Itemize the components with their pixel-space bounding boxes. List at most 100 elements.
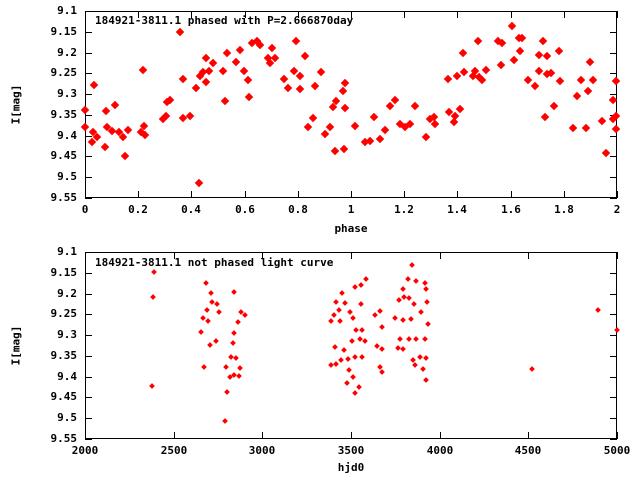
y-tick-mark: [85, 252, 92, 253]
x-tick-mark: [511, 11, 512, 18]
x-tick-label: 0.8: [288, 203, 308, 216]
x-tick-mark: [617, 11, 618, 18]
y-tick-mark: [610, 53, 617, 54]
x-tick-label: 1.6: [501, 203, 521, 216]
y-tick-mark: [85, 273, 92, 274]
x-tick-label: 1: [347, 203, 355, 216]
x-tick-label: 0.4: [181, 203, 201, 216]
x-tick-mark: [85, 191, 86, 198]
y-tick-label: 9.2: [57, 287, 77, 300]
x-tick-label: 1.4: [447, 203, 467, 216]
y-tick-label: 9.4: [57, 370, 77, 383]
y-tick-label: 9.15: [50, 266, 78, 279]
x-tick-label: 3000: [248, 444, 276, 457]
x-tick-label: 2: [613, 203, 621, 216]
x-tick-mark: [351, 11, 352, 18]
x-tick-mark: [174, 432, 175, 439]
y-tick-mark: [85, 156, 92, 157]
unphased-plot-title: 184921-3811.1 not phased light curve: [95, 256, 334, 269]
x-tick-mark: [245, 11, 246, 18]
x-tick-mark: [245, 191, 246, 198]
y-tick-mark: [85, 294, 92, 295]
y-tick-mark: [610, 32, 617, 33]
y-tick-mark: [610, 252, 617, 253]
y-tick-label: 9.55: [50, 432, 78, 445]
y-tick-label: 9.1: [57, 245, 77, 258]
y-tick-label: 9.15: [50, 25, 78, 38]
x-tick-label: 0.6: [235, 203, 255, 216]
unphased-plot-area: [85, 252, 617, 439]
y-tick-mark: [610, 198, 617, 199]
y-tick-mark: [85, 94, 92, 95]
y-tick-mark: [85, 397, 92, 398]
x-tick-label: 2000: [71, 444, 99, 457]
x-tick-mark: [617, 191, 618, 198]
y-tick-mark: [85, 11, 92, 12]
x-tick-label: 2500: [160, 444, 188, 457]
x-tick-mark: [262, 432, 263, 439]
y-tick-label: 9.25: [50, 66, 78, 79]
x-tick-mark: [138, 11, 139, 18]
y-tick-mark: [85, 198, 92, 199]
x-tick-mark: [174, 252, 175, 259]
x-tick-mark: [298, 11, 299, 18]
y-tick-mark: [85, 356, 92, 357]
x-tick-mark: [528, 252, 529, 259]
x-tick-mark: [511, 191, 512, 198]
y-tick-label: 9.4: [57, 129, 77, 142]
y-tick-mark: [85, 439, 92, 440]
phased-y-axis-label: I[mag]: [9, 84, 23, 125]
x-tick-mark: [191, 11, 192, 18]
x-tick-label: 0.2: [128, 203, 148, 216]
x-tick-label: 4000: [426, 444, 454, 457]
y-tick-mark: [85, 115, 92, 116]
y-tick-mark: [610, 273, 617, 274]
x-tick-mark: [351, 191, 352, 198]
x-tick-mark: [404, 11, 405, 18]
x-tick-label: 1.2: [394, 203, 414, 216]
y-tick-label: 9.5: [57, 411, 77, 424]
unphased-x-axis-label: hjd0: [337, 461, 365, 474]
x-tick-mark: [191, 191, 192, 198]
x-tick-mark: [138, 191, 139, 198]
x-tick-mark: [440, 432, 441, 439]
y-tick-mark: [610, 314, 617, 315]
x-tick-label: 4500: [514, 444, 542, 457]
y-tick-label: 9.5: [57, 170, 77, 183]
y-tick-mark: [610, 377, 617, 378]
y-tick-label: 9.45: [50, 149, 78, 162]
y-tick-mark: [610, 397, 617, 398]
y-tick-label: 9.25: [50, 307, 78, 320]
y-tick-mark: [85, 335, 92, 336]
y-tick-mark: [610, 156, 617, 157]
y-tick-mark: [85, 136, 92, 137]
x-tick-mark: [262, 252, 263, 259]
x-tick-label: 1.8: [554, 203, 574, 216]
y-tick-label: 9.55: [50, 191, 78, 204]
x-tick-mark: [85, 11, 86, 18]
phased-x-axis-label: phase: [334, 222, 368, 235]
y-tick-mark: [85, 73, 92, 74]
y-tick-mark: [610, 418, 617, 419]
y-tick-mark: [85, 53, 92, 54]
y-tick-mark: [610, 177, 617, 178]
y-tick-mark: [610, 73, 617, 74]
y-tick-mark: [610, 294, 617, 295]
y-tick-mark: [610, 11, 617, 12]
x-tick-label: 5000: [603, 444, 631, 457]
y-tick-mark: [85, 418, 92, 419]
y-tick-label: 9.45: [50, 390, 78, 403]
y-tick-mark: [85, 377, 92, 378]
y-tick-label: 9.3: [57, 87, 77, 100]
y-tick-mark: [85, 177, 92, 178]
y-tick-mark: [610, 136, 617, 137]
x-tick-mark: [564, 11, 565, 18]
y-tick-mark: [610, 439, 617, 440]
x-tick-mark: [617, 432, 618, 439]
x-tick-mark: [617, 252, 618, 259]
y-tick-label: 9.3: [57, 328, 77, 341]
x-tick-mark: [351, 252, 352, 259]
y-tick-label: 9.2: [57, 46, 77, 59]
y-tick-mark: [85, 32, 92, 33]
